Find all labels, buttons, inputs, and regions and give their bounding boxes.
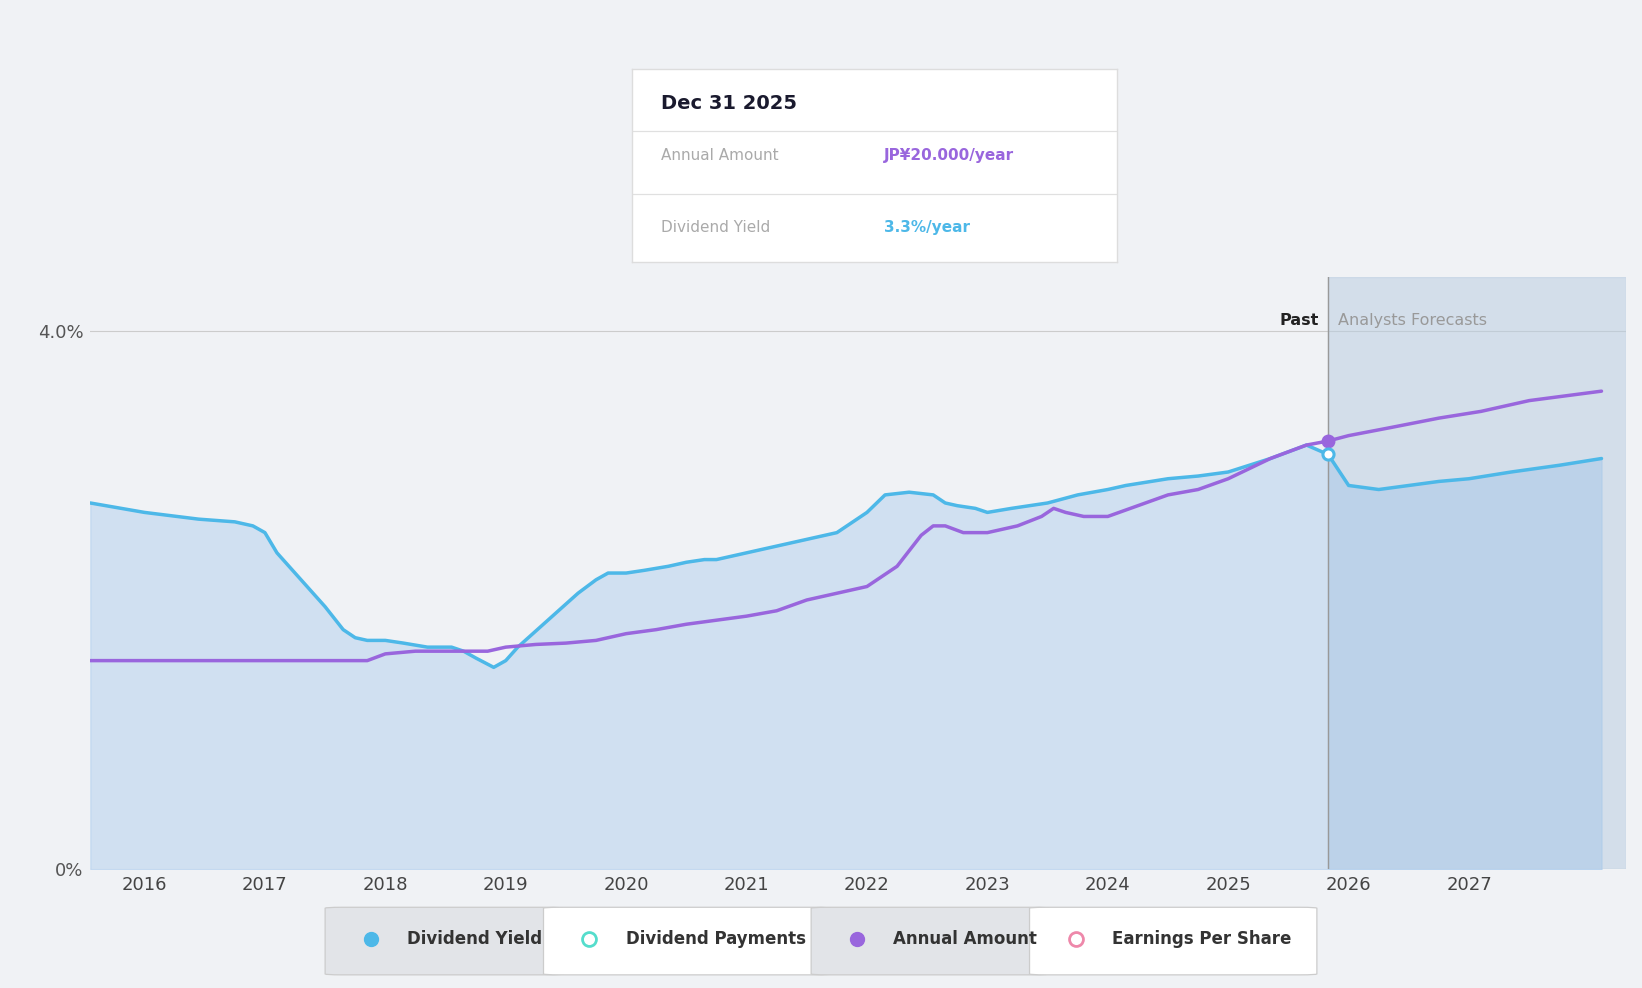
- Text: Dividend Yield: Dividend Yield: [662, 219, 770, 234]
- Text: 3.3%/year: 3.3%/year: [883, 219, 970, 234]
- Text: Dividend Payments: Dividend Payments: [626, 930, 806, 948]
- Text: Past: Past: [1279, 313, 1319, 328]
- FancyBboxPatch shape: [544, 907, 831, 975]
- Text: Annual Amount: Annual Amount: [662, 148, 778, 163]
- Text: JP¥20.000/year: JP¥20.000/year: [883, 148, 1015, 163]
- Bar: [1328, 277, 1626, 869]
- Text: Earnings Per Share: Earnings Per Share: [1112, 930, 1291, 948]
- Text: Dec 31 2025: Dec 31 2025: [662, 94, 798, 114]
- Text: Dividend Yield: Dividend Yield: [407, 930, 542, 948]
- FancyBboxPatch shape: [811, 907, 1049, 975]
- Text: Annual Amount: Annual Amount: [893, 930, 1038, 948]
- FancyBboxPatch shape: [1030, 907, 1317, 975]
- Text: Analysts Forecasts: Analysts Forecasts: [1338, 313, 1486, 328]
- FancyBboxPatch shape: [325, 907, 563, 975]
